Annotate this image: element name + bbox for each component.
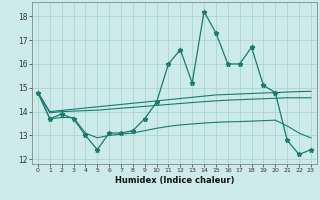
X-axis label: Humidex (Indice chaleur): Humidex (Indice chaleur)	[115, 176, 234, 185]
